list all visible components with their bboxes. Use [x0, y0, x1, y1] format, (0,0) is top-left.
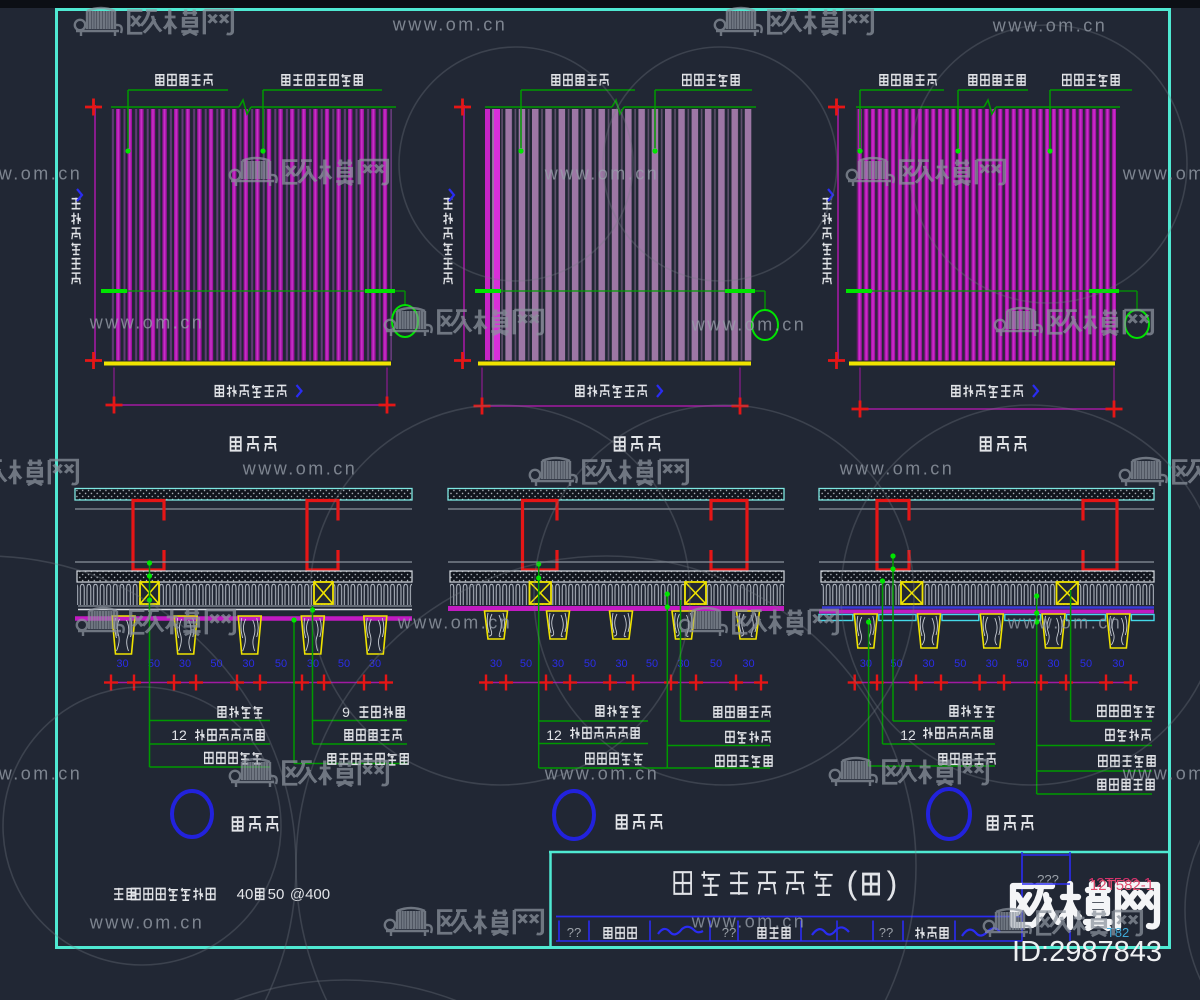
svg-text:30: 30 [116, 658, 128, 670]
svg-text:12: 12 [546, 727, 562, 743]
svg-text:30: 30 [615, 658, 627, 670]
svg-text:www.om.cn: www.om.cn [89, 912, 205, 932]
svg-text:30: 30 [860, 658, 872, 670]
svg-text:50: 50 [148, 658, 160, 670]
svg-text:12: 12 [171, 727, 187, 743]
svg-text:www.om.cn: www.om.cn [89, 312, 205, 332]
svg-text:www.om.cn: www.om.cn [839, 458, 955, 478]
svg-text:50: 50 [1016, 658, 1028, 670]
svg-text:9: 9 [342, 704, 350, 720]
svg-text:www.om.cn: www.om.cn [1122, 163, 1200, 183]
svg-text:50: 50 [338, 658, 350, 670]
svg-text:30: 30 [1112, 658, 1124, 670]
svg-text:30: 30 [242, 658, 254, 670]
svg-text:50: 50 [954, 658, 966, 670]
svg-text:50: 50 [520, 658, 532, 670]
svg-text:www.om.cn: www.om.cn [242, 458, 358, 478]
svg-text:30: 30 [369, 658, 381, 670]
svg-text:50: 50 [275, 658, 287, 670]
svg-text:30: 30 [1047, 658, 1059, 670]
svg-text:50: 50 [1080, 658, 1092, 670]
svg-text:ID:2987843: ID:2987843 [1012, 936, 1162, 968]
svg-text:30: 30 [922, 658, 934, 670]
svg-text:50: 50 [584, 658, 596, 670]
svg-text:www.om.cn: www.om.cn [691, 314, 807, 334]
svg-text:www.om.cn: www.om.cn [397, 612, 513, 632]
svg-text:??: ?? [879, 925, 893, 940]
svg-text:50: 50 [268, 886, 285, 903]
svg-text:??: ?? [722, 925, 736, 940]
svg-text:@400: @400 [290, 886, 330, 903]
svg-text:www.om.cn: www.om.cn [544, 163, 660, 183]
svg-text:): ) [887, 865, 898, 901]
svg-text:12T582-1: 12T582-1 [1090, 877, 1154, 894]
svg-text:??: ?? [567, 925, 581, 940]
svg-text:www.om.cn: www.om.cn [691, 911, 807, 931]
svg-text:(: ( [847, 865, 858, 901]
svg-text:40: 40 [237, 886, 254, 903]
svg-text:www.om.cn: www.om.cn [0, 163, 82, 183]
svg-text:www.om.cn: www.om.cn [0, 763, 82, 783]
svg-text:30: 30 [552, 658, 564, 670]
svg-text:30: 30 [742, 658, 754, 670]
svg-text:50: 50 [710, 658, 722, 670]
svg-text:50: 50 [210, 658, 222, 670]
svg-text:12: 12 [900, 727, 916, 743]
svg-text:www.om.cn: www.om.cn [992, 15, 1108, 35]
svg-text:www.om.cn: www.om.cn [392, 14, 508, 34]
svg-text:www.om.cn: www.om.cn [544, 763, 660, 783]
svg-text:30: 30 [490, 658, 502, 670]
svg-text:30: 30 [179, 658, 191, 670]
svg-text:30: 30 [986, 658, 998, 670]
svg-text:50: 50 [646, 658, 658, 670]
svg-text:www.om.cn: www.om.cn [1122, 763, 1200, 783]
svg-text:www.om.cn: www.om.cn [1007, 612, 1123, 632]
